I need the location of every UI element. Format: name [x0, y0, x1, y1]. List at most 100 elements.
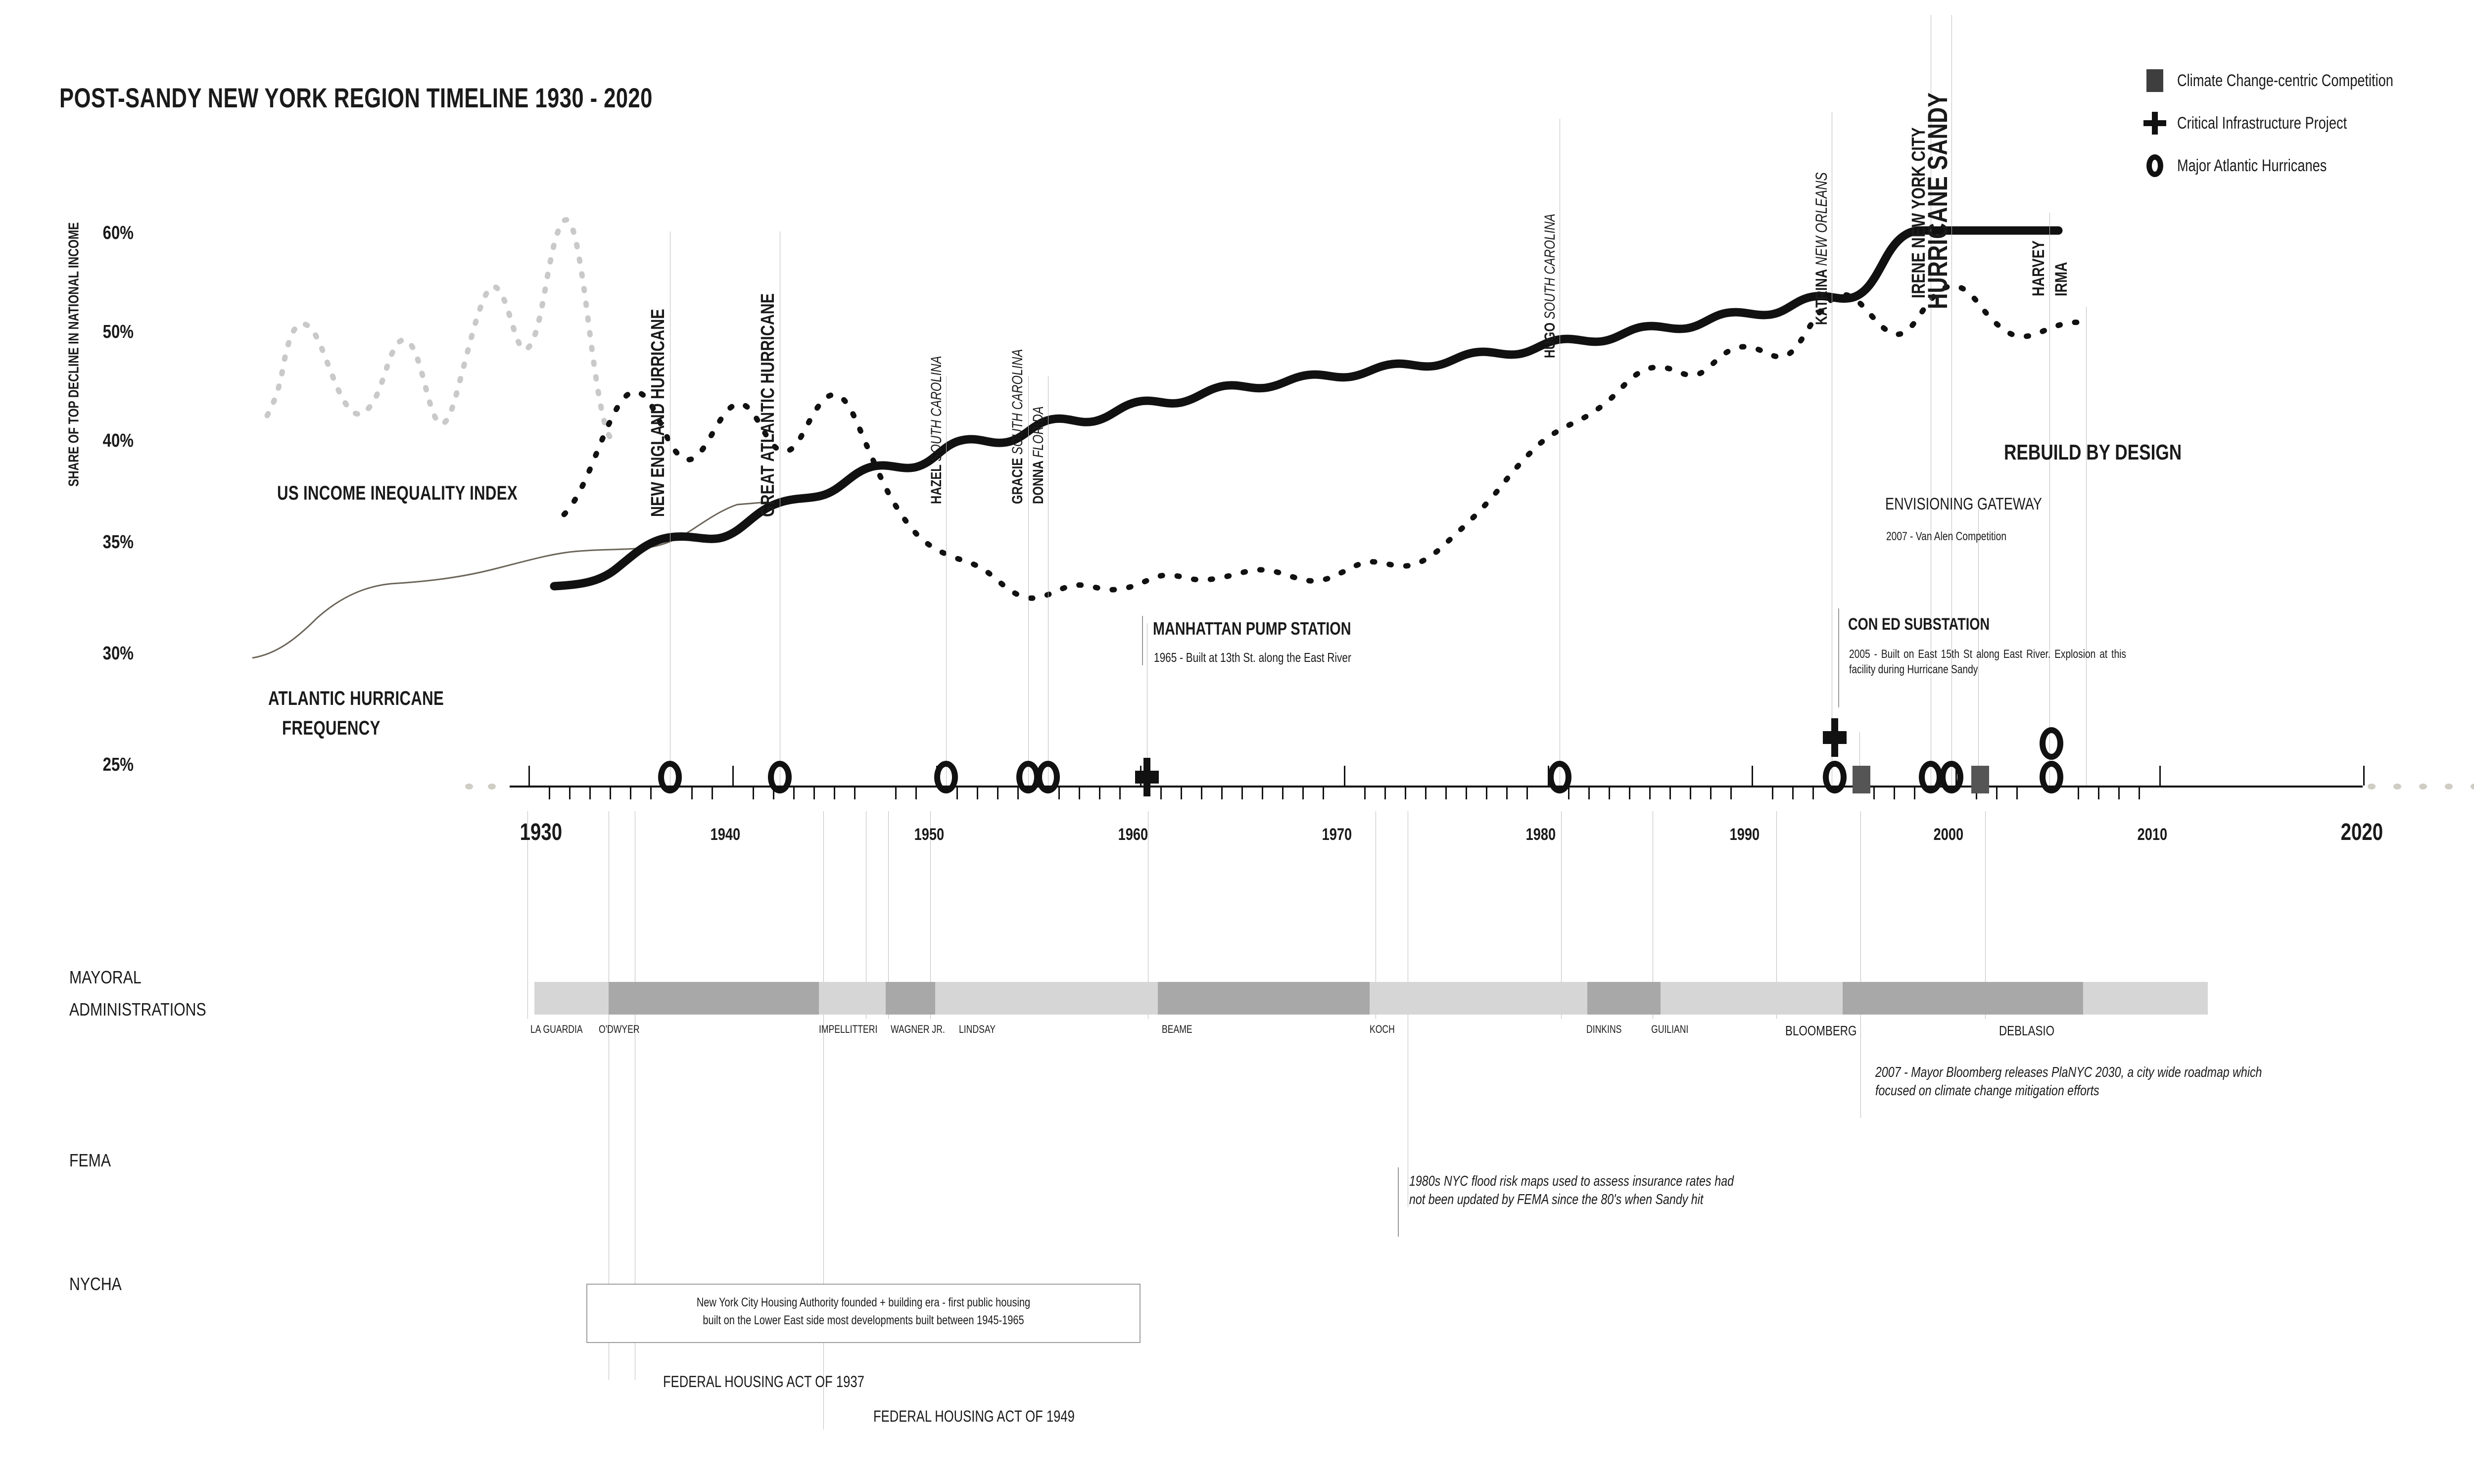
- mayor-segment-odwyer[interactable]: [609, 982, 819, 1015]
- marker-hurricane-2017-irma[interactable]: [2040, 761, 2063, 793]
- mayor-segment-beame[interactable]: [1158, 982, 1370, 1015]
- marker-competition-2007[interactable]: [1853, 766, 1870, 793]
- hurricane-callout-gracie: GRACIE SOUTH CAROLINA: [1009, 349, 1026, 504]
- leader-line-2012: [1951, 15, 1952, 787]
- mayor-name-dinkins: DINKINS: [1586, 1023, 1622, 1035]
- label-federal-housing-act-1937: FEDERAL HOUSING ACT OF 1937: [663, 1373, 864, 1391]
- x-tick-1960: 1960: [1118, 825, 1148, 844]
- annotation-body-envisioning-gateway: 2007 - Van Alen Competition: [1886, 530, 2006, 543]
- plus-icon: [2133, 112, 2177, 135]
- mayor-name-wagner-jr: WAGNER JR.: [891, 1023, 945, 1035]
- mayor-name-beame: BEAME: [1162, 1023, 1192, 1035]
- nycha-annotation-box: New York City Housing Authority founded …: [586, 1284, 1141, 1343]
- legend-item-hurricane: Major Atlantic Hurricanes: [2133, 144, 2474, 187]
- annotation-heading-con-ed: CON ED SUBSTATION: [1848, 615, 1990, 634]
- leader-line-1959: [1028, 376, 1029, 787]
- hurricane-name: GRACIE: [1009, 454, 1026, 504]
- income-inequality-line-pale: [264, 217, 616, 443]
- row-label-mayoral-line1: MAYORAL: [69, 967, 142, 987]
- mayor-name-koch: KOCH: [1370, 1023, 1395, 1035]
- mayor-segment-la-guardia[interactable]: [534, 982, 609, 1015]
- leader-line-2013: [1978, 510, 1979, 787]
- series-label-income: US INCOME INEQUALITY INDEX: [277, 482, 518, 504]
- series-label-hurricane-1: ATLANTIC HURRICANE: [268, 688, 444, 709]
- leader-line-1954: [946, 376, 947, 787]
- hurricane-callout-harvey: HARVEY: [2029, 240, 2048, 296]
- x-tick-1940: 1940: [710, 825, 741, 844]
- hurricane-name: HAZEL: [928, 461, 945, 504]
- x-tick-1930: 1930: [520, 819, 563, 845]
- mayor-segment-dinkins[interactable]: [1587, 982, 1661, 1015]
- y-tick-30: 30%: [102, 643, 134, 664]
- hurricane-frequency-line-thick: [550, 226, 2063, 591]
- mayor-segment-koch[interactable]: [1370, 982, 1403, 1015]
- x-tick-1990: 1990: [1729, 825, 1760, 844]
- hurricane-name: NEW ENGLAND HURRICANE: [648, 309, 668, 517]
- marker-hurricane-1944[interactable]: [768, 761, 792, 793]
- hurricane-callout-hugo: HUGO SOUTH CAROLINA: [1542, 214, 1559, 358]
- hurricane-place: NEW ORLEANS: [1812, 172, 1830, 266]
- legend-label: Major Atlantic Hurricanes: [2177, 156, 2327, 175]
- legend-item-competition: Climate Change-centric Competition: [2133, 59, 2474, 102]
- nycha-box-line2: built on the Lower East side most develo…: [703, 1313, 1024, 1328]
- row-label-mayoral-line2: ADMINISTRATIONS: [69, 999, 206, 1020]
- annotation-heading-envisioning-gateway: ENVISIONING GATEWAY: [1885, 495, 2042, 513]
- mayor-segment-guiliani[interactable]: [1661, 982, 1843, 1015]
- hurricane-callout-new-england: NEW ENGLAND HURRICANE: [648, 309, 669, 517]
- marker-hurricane-1960[interactable]: [1036, 761, 1060, 793]
- mayor-segment-wagner-jr[interactable]: [886, 982, 935, 1015]
- hurricane-place: SOUTH CAROLINA: [1009, 349, 1026, 455]
- marker-hurricane-2011[interactable]: [1919, 761, 1943, 793]
- hurricane-name: HURRICANE SANDY: [1922, 92, 1953, 309]
- x-tick-1950: 1950: [914, 825, 945, 844]
- marker-hurricane-2005[interactable]: [1823, 761, 1847, 793]
- mayor-name-odwyer: O'DWYER: [599, 1023, 640, 1035]
- marker-infrastructure-1965[interactable]: [1135, 758, 1159, 796]
- hurricane-frequency-line-thin: [252, 501, 767, 659]
- mayor-name-deblasio: DEBLASIO: [1999, 1023, 2055, 1038]
- leader-line-1949: [823, 811, 824, 1430]
- y-tick-35: 35%: [102, 532, 134, 553]
- hurricane-name: DONNA: [1030, 458, 1047, 504]
- marker-competition-2013[interactable]: [1971, 766, 1989, 793]
- marker-hurricane-2012[interactable]: [1940, 761, 1963, 793]
- annotation-body-fema: 1980s NYC flood risk maps used to assess…: [1409, 1173, 1734, 1208]
- x-tick-2020: 2020: [2340, 819, 2383, 845]
- nycha-box-line1: New York City Housing Authority founded …: [696, 1296, 1031, 1309]
- annotation-body-planyc: 2007 - Mayor Bloomberg releases PlaNYC 2…: [1875, 1065, 2262, 1099]
- legend-label: Climate Change-centric Competition: [2177, 71, 2393, 90]
- annotation-body-pump-station: 1965 - Built at 13th St. along the East …: [1154, 650, 1351, 665]
- legend: Climate Change-centric Competition Criti…: [2133, 59, 2474, 187]
- filled-square-icon: [2133, 69, 2177, 92]
- hurricane-callout-great-atlantic: GREAT ATLANTIC HURRICANE: [758, 293, 779, 517]
- annotation-rule-coned: [1838, 608, 1839, 707]
- y-tick-25: 25%: [102, 754, 134, 775]
- mayor-name-bloomberg: BLOOMBERG: [1785, 1023, 1857, 1038]
- mayor-name-la-guardia: LA GUARDIA: [530, 1023, 583, 1035]
- mayor-segment-impellitteri[interactable]: [819, 982, 886, 1015]
- leader-line-1952: [888, 811, 889, 1019]
- hurricane-place: SOUTH CAROLINA: [928, 356, 945, 462]
- hurricane-name: IRMA: [2052, 262, 2071, 296]
- mayor-segment-deblasio[interactable]: [2083, 982, 2208, 1015]
- mayor-name-impellitteri: IMPELLITTERI: [819, 1023, 878, 1035]
- y-tick-60: 60%: [102, 223, 134, 243]
- annotation-rule-pump-station: [1142, 616, 1143, 665]
- hurricane-place: FLORIDA: [1030, 406, 1047, 458]
- marker-hurricane-1938[interactable]: [658, 761, 682, 793]
- hurricane-name: HUGO: [1542, 319, 1558, 358]
- mayor-segment-bloomberg[interactable]: [1843, 982, 2083, 1015]
- x-tick-1980: 1980: [1525, 825, 1556, 844]
- mayor-segment-lindsay[interactable]: [935, 982, 1158, 1015]
- x-tick-1970: 1970: [1322, 825, 1352, 844]
- marker-hurricane-1989[interactable]: [1548, 761, 1571, 793]
- hurricane-name: KATRINA: [1812, 266, 1830, 325]
- marker-infrastructure-2005[interactable]: [1823, 718, 1847, 757]
- marker-hurricane-1954[interactable]: [934, 761, 958, 793]
- marker-hurricane-2017-harvey[interactable]: [2040, 727, 2063, 760]
- row-label-nycha: NYCHA: [69, 1274, 122, 1294]
- x-tick-2000: 2000: [1933, 825, 1964, 844]
- hurricane-name: GREAT ATLANTIC HURRICANE: [758, 293, 778, 517]
- mayor-segment-koch-2[interactable]: [1403, 982, 1587, 1015]
